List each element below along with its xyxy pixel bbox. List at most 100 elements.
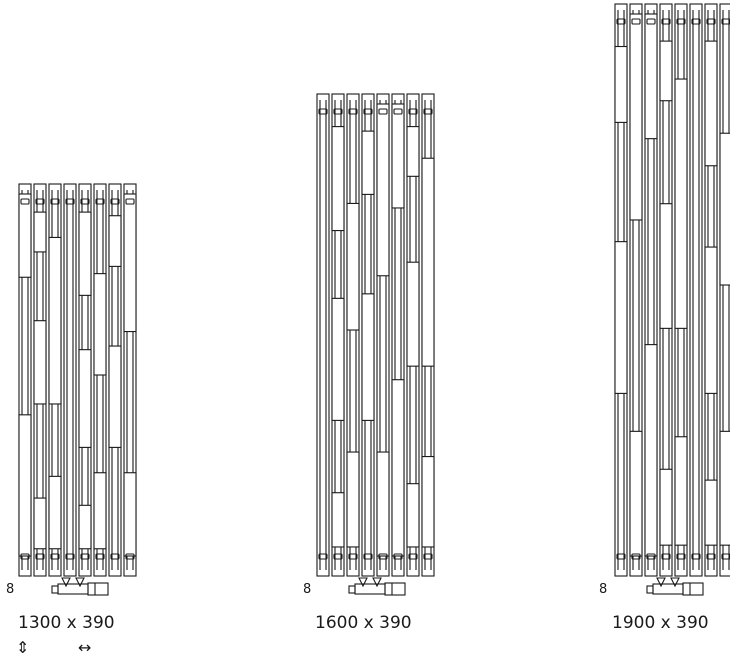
radiator-panel xyxy=(659,203,673,329)
radiator-panel xyxy=(78,349,92,448)
radiator-tube xyxy=(123,183,137,577)
valve-marker: 8 xyxy=(303,582,311,597)
connector-bottom xyxy=(50,553,60,560)
size-label: 1300 x 390 xyxy=(18,613,115,633)
connector-top xyxy=(95,198,105,205)
connector-top xyxy=(721,18,730,25)
radiator-panel xyxy=(33,497,47,550)
connector-top xyxy=(378,108,388,115)
radiator-tube xyxy=(18,183,32,577)
connector-top xyxy=(423,108,433,115)
radiator-1300x390 xyxy=(18,183,137,596)
connector-top xyxy=(318,108,328,115)
radiator-panel xyxy=(644,344,658,557)
valve-connector xyxy=(682,582,704,596)
radiator-1900x390 xyxy=(614,3,730,596)
vertical-double-arrow-icon: ⇕ xyxy=(16,638,29,657)
valve-marker: 8 xyxy=(6,582,14,597)
connector-bottom xyxy=(348,553,358,560)
radiator-tube xyxy=(63,183,77,577)
radiator-panel xyxy=(614,241,628,394)
radiator-panel xyxy=(108,215,122,267)
valve-body xyxy=(652,583,684,595)
connector-bottom xyxy=(363,553,373,560)
connector-bottom xyxy=(20,553,30,560)
connector-bottom xyxy=(80,553,90,560)
connector-top xyxy=(348,108,358,115)
connector-top xyxy=(646,18,656,25)
radiator-panel xyxy=(719,430,730,546)
radiator-tube xyxy=(316,93,330,577)
radiator-panel xyxy=(18,193,32,278)
connector-top xyxy=(333,108,343,115)
radiator-panel xyxy=(629,430,643,557)
connector-bottom xyxy=(423,553,433,560)
valve-pipe xyxy=(646,585,654,594)
connector-bottom xyxy=(721,553,730,560)
radiator-panel xyxy=(391,103,405,209)
connector-top xyxy=(80,198,90,205)
radiator-tube xyxy=(719,3,730,577)
radiator-panel xyxy=(406,261,420,367)
connector-top xyxy=(691,18,701,25)
radiator-tube xyxy=(93,183,107,577)
radiator-panel xyxy=(78,211,92,296)
connector-top xyxy=(65,198,75,205)
radiator-panel xyxy=(331,297,345,421)
radiator-panel xyxy=(331,126,345,232)
radiator-panel xyxy=(93,472,107,550)
radiator-panel xyxy=(674,436,688,546)
connector-bottom xyxy=(616,553,626,560)
connector-bottom xyxy=(631,553,641,560)
valve-head xyxy=(61,577,71,588)
radiator-panel xyxy=(406,483,420,548)
connector-top xyxy=(393,108,403,115)
radiator-panel xyxy=(719,132,730,286)
connector-bottom xyxy=(125,553,135,560)
valve-marker: 8 xyxy=(599,582,607,597)
connector-bottom xyxy=(676,553,686,560)
radiator-panel xyxy=(614,45,628,123)
radiator-panel xyxy=(704,40,718,167)
connector-top xyxy=(676,18,686,25)
connector-bottom xyxy=(65,553,75,560)
radiator-tube xyxy=(346,93,360,577)
valve-head xyxy=(75,577,85,588)
connector-top xyxy=(20,198,30,205)
connector-bottom xyxy=(333,553,343,560)
radiator-panel xyxy=(361,293,375,421)
connector-bottom xyxy=(691,553,701,560)
valve-pipe xyxy=(348,585,356,594)
valve-body xyxy=(57,583,89,595)
radiator-panel xyxy=(93,273,107,376)
radiator-tube xyxy=(391,93,405,577)
radiator-panel xyxy=(704,246,718,394)
connector-top xyxy=(631,18,641,25)
radiator-panel xyxy=(123,193,137,333)
radiator-panel xyxy=(33,320,47,405)
radiator-panel xyxy=(346,451,360,548)
radiator-panel xyxy=(659,40,673,102)
radiator-panel xyxy=(629,13,643,221)
radiator-tube xyxy=(629,3,643,577)
connector-bottom xyxy=(110,553,120,560)
valve-connector xyxy=(384,582,406,596)
connector-bottom xyxy=(408,553,418,560)
radiator-panel xyxy=(391,379,405,557)
radiator-panel xyxy=(421,157,435,367)
size-label: 1600 x 390 xyxy=(315,613,412,633)
connector-top xyxy=(110,198,120,205)
radiator-panel xyxy=(421,456,435,548)
horizontal-double-arrow-icon: ↔ xyxy=(78,638,91,657)
radiator-panel xyxy=(361,130,375,195)
connector-bottom xyxy=(661,553,671,560)
radiator-panel xyxy=(48,236,62,405)
connector-top xyxy=(616,18,626,25)
radiator-panel xyxy=(78,504,92,550)
radiator-panel xyxy=(123,472,137,557)
radiator-panel xyxy=(346,202,360,331)
connector-top xyxy=(661,18,671,25)
radiator-panel xyxy=(376,451,390,557)
valve-head xyxy=(656,577,666,588)
